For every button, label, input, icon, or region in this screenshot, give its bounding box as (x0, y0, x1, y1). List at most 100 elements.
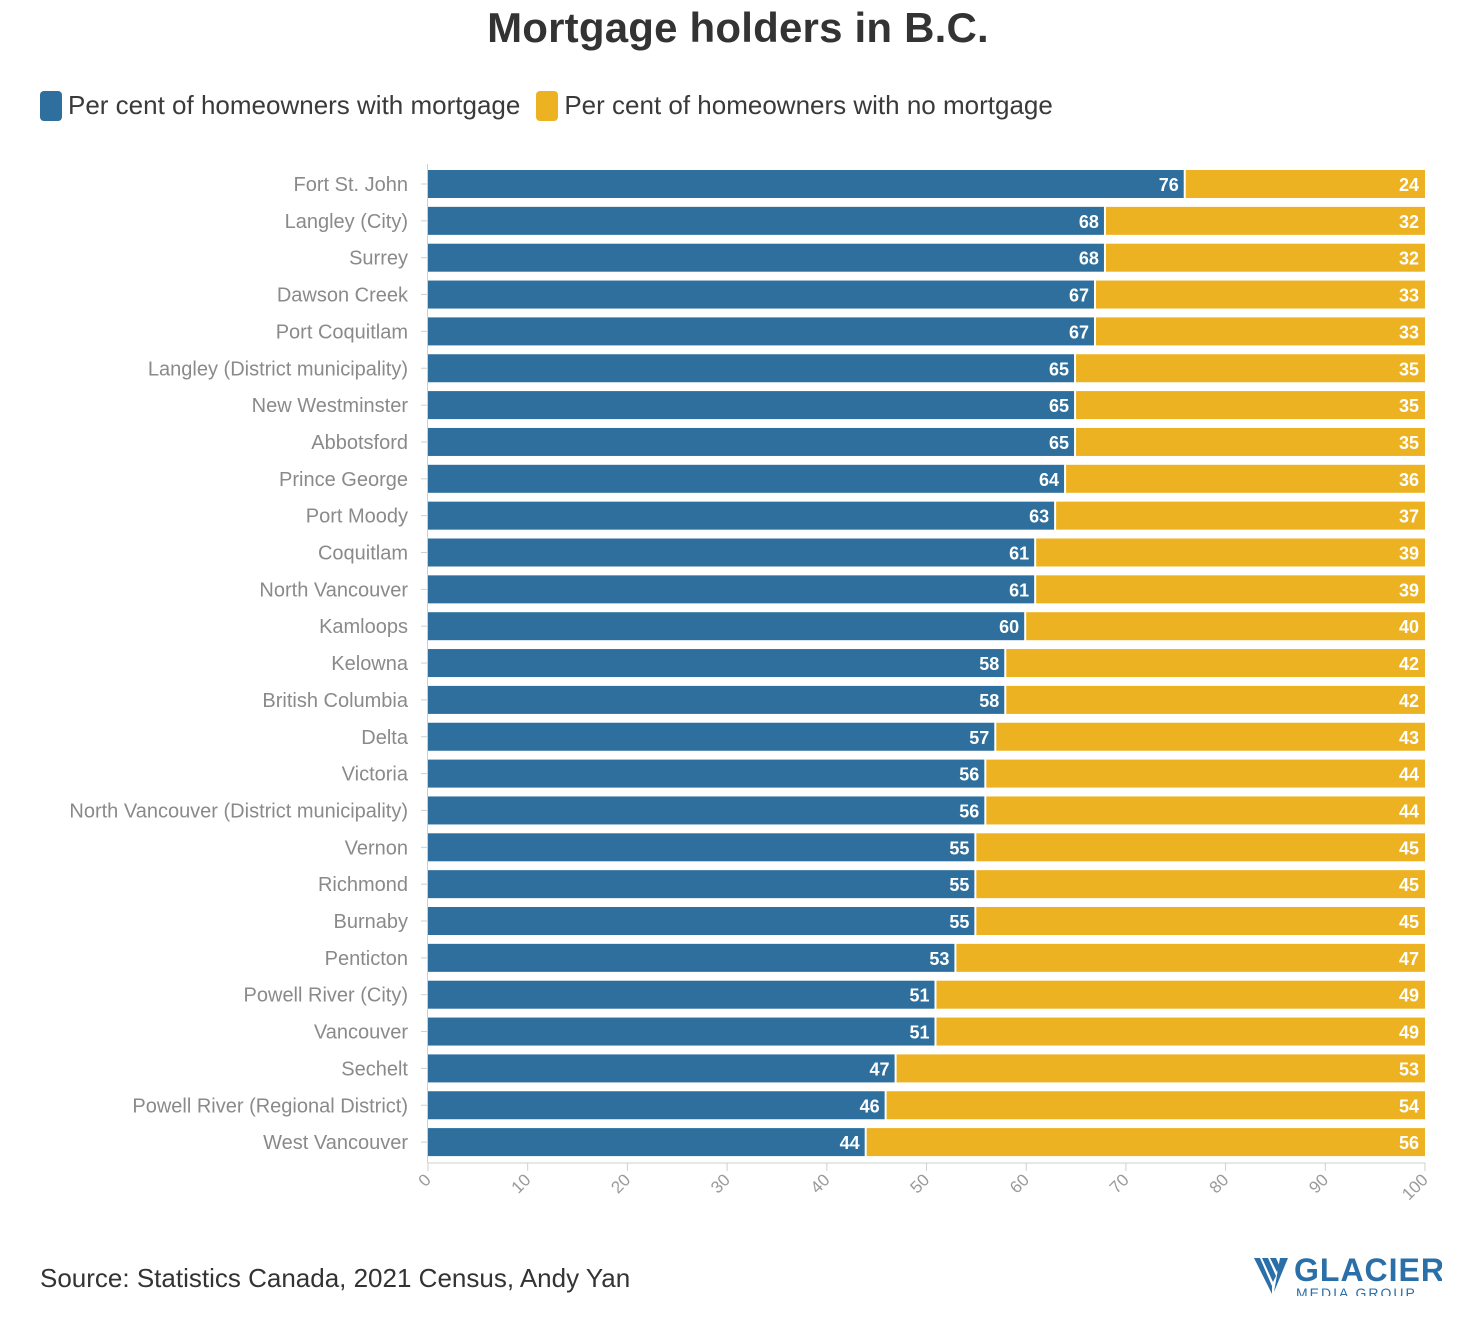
bar-no-mortgage-sechelt (896, 1054, 1425, 1083)
data-label-no-mortgage-british-columbia: 42 (1399, 691, 1419, 711)
bar-mortgage-delta (428, 722, 995, 751)
bar-mortgage-powell-river-regional-district (428, 1091, 885, 1120)
data-label-mortgage-coquitlam: 61 (1009, 544, 1029, 564)
data-label-no-mortgage-dawson-creek: 33 (1399, 286, 1419, 306)
category-label-vernon: Vernon (345, 837, 408, 859)
glacier-logo-name: GLACIER (1294, 1252, 1442, 1288)
data-label-no-mortgage-coquitlam: 39 (1399, 544, 1419, 564)
bar-mortgage-abbotsford (428, 427, 1075, 456)
bar-mortgage-west-vancouver (428, 1128, 865, 1157)
category-label-port-coquitlam: Port Coquitlam (276, 321, 408, 343)
bar-mortgage-vernon (428, 833, 975, 862)
category-label-richmond: Richmond (318, 874, 408, 896)
bar-mortgage-port-moody (428, 501, 1055, 530)
stacked-bar-chart: Fort St. John 76 24 Langley (City) 68 32 Surre… (69, 164, 1432, 1204)
data-label-mortgage-powell-river-city: 51 (909, 986, 929, 1006)
data-label-mortgage-fort-st-john: 76 (1159, 175, 1179, 195)
data-label-no-mortgage-langley-city: 32 (1399, 212, 1419, 232)
category-label-port-moody: Port Moody (306, 506, 408, 528)
data-label-no-mortgage-port-moody: 37 (1399, 507, 1419, 527)
bar-mortgage-port-coquitlam (428, 317, 1094, 346)
category-label-kamloops: Kamloops (319, 616, 408, 638)
bar-mortgage-victoria (428, 759, 985, 788)
data-label-mortgage-sechelt: 47 (870, 1059, 890, 1079)
x-tick-label-0: 0 (415, 1170, 435, 1190)
data-label-mortgage-burnaby: 55 (949, 912, 969, 932)
bar-no-mortgage-langley-district-municipality (1076, 354, 1425, 383)
source-note: Source: Statistics Canada, 2021 Census, … (40, 1263, 631, 1293)
data-label-mortgage-port-moody: 63 (1029, 507, 1049, 527)
x-tick-label-70: 70 (1106, 1170, 1133, 1197)
legend-item-mortgage[interactable]: Per cent of homeowners with mortgage (40, 90, 520, 121)
category-label-powell-river-regional-district: Powell River (Regional District) (132, 1095, 408, 1117)
bar-mortgage-burnaby (428, 907, 975, 935)
chart-title: Mortgage holders in B.C. (487, 4, 989, 51)
data-label-no-mortgage-delta: 43 (1399, 728, 1419, 748)
data-label-mortgage-dawson-creek: 67 (1069, 286, 1089, 306)
data-label-no-mortgage-north-vancouver-district-municipality: 44 (1399, 801, 1419, 821)
glacier-logo-subtitle: MEDIA GROUP (1296, 1285, 1417, 1296)
data-label-no-mortgage-sechelt: 53 (1399, 1059, 1419, 1079)
category-label-dawson-creek: Dawson Creek (277, 285, 409, 307)
glacier-logo: GLACIER MEDIA GROUP (1252, 1252, 1442, 1296)
data-label-no-mortgage-north-vancouver: 39 (1399, 580, 1419, 600)
bar-no-mortgage-burnaby (976, 907, 1425, 935)
category-label-kelowna: Kelowna (331, 653, 409, 675)
bar-no-mortgage-fort-st-john (1185, 170, 1425, 198)
category-label-abbotsford: Abbotsford (311, 432, 408, 454)
bar-no-mortgage-new-westminster (1076, 391, 1425, 420)
bar-mortgage-surrey (428, 243, 1104, 272)
legend-label-no-mortgage: Per cent of homeowners with no mortgage (564, 90, 1053, 120)
category-label-victoria: Victoria (342, 764, 409, 786)
x-tick-label-80: 80 (1206, 1170, 1233, 1197)
bar-no-mortgage-powell-river-regional-district (886, 1091, 1425, 1120)
data-label-mortgage-vancouver: 51 (909, 1023, 929, 1043)
data-label-no-mortgage-powell-river-city: 49 (1399, 986, 1419, 1006)
data-label-mortgage-delta: 57 (969, 728, 989, 748)
data-label-no-mortgage-surrey: 32 (1399, 249, 1419, 269)
data-label-mortgage-west-vancouver: 44 (840, 1133, 860, 1153)
bar-no-mortgage-langley-city (1105, 206, 1425, 235)
bar-no-mortgage-penticton (956, 943, 1425, 972)
data-label-mortgage-kamloops: 60 (999, 617, 1019, 637)
data-label-mortgage-penticton: 53 (929, 949, 949, 969)
bar-mortgage-british-columbia (428, 685, 1005, 714)
data-label-no-mortgage-kamloops: 40 (1399, 617, 1419, 637)
bar-mortgage-coquitlam (428, 538, 1035, 567)
data-label-mortgage-langley-district-municipality: 65 (1049, 359, 1069, 379)
bar-no-mortgage-north-vancouver (1036, 575, 1425, 604)
bar-no-mortgage-kelowna (1006, 649, 1425, 678)
legend-item-no-mortgage[interactable]: Per cent of homeowners with no mortgage (536, 90, 1053, 121)
x-tick-label-10: 10 (508, 1170, 535, 1197)
bar-mortgage-kelowna (428, 649, 1005, 678)
category-label-new-westminster: New Westminster (252, 395, 409, 417)
bar-no-mortgage-prince-george (1066, 464, 1425, 493)
bar-mortgage-kamloops (428, 612, 1025, 641)
category-label-powell-river-city: Powell River (City) (244, 985, 408, 1007)
bar-no-mortgage-north-vancouver-district-municipality (986, 796, 1425, 825)
category-label-north-vancouver: North Vancouver (259, 579, 408, 601)
data-label-mortgage-prince-george: 64 (1039, 470, 1059, 490)
glacier-logo-icon (1254, 1258, 1288, 1294)
category-label-langley-city: Langley (City) (285, 211, 408, 233)
category-label-burnaby: Burnaby (334, 911, 409, 933)
bar-mortgage-north-vancouver (428, 575, 1035, 604)
bar-no-mortgage-vancouver (936, 1017, 1425, 1046)
bar-no-mortgage-richmond (976, 870, 1425, 899)
chart-legend: Per cent of homeowners with mortgage Per… (40, 90, 1069, 121)
bar-mortgage-new-westminster (428, 391, 1075, 420)
data-label-mortgage-port-coquitlam: 67 (1069, 322, 1089, 342)
data-label-mortgage-powell-river-regional-district: 46 (860, 1096, 880, 1116)
legend-swatch-no-mortgage (536, 90, 559, 121)
bar-no-mortgage-british-columbia (1006, 685, 1425, 714)
data-label-no-mortgage-richmond: 45 (1399, 875, 1419, 895)
data-label-no-mortgage-burnaby: 45 (1399, 912, 1419, 932)
bar-no-mortgage-kamloops (1026, 612, 1425, 641)
category-label-north-vancouver-district-municipality: North Vancouver (District municipality) (69, 800, 408, 822)
data-label-mortgage-langley-city: 68 (1079, 212, 1099, 232)
data-label-no-mortgage-vancouver: 49 (1399, 1023, 1419, 1043)
x-tick-label-50: 50 (907, 1170, 934, 1197)
data-label-mortgage-british-columbia: 58 (979, 691, 999, 711)
data-label-no-mortgage-kelowna: 42 (1399, 654, 1419, 674)
data-label-no-mortgage-prince-george: 36 (1399, 470, 1419, 490)
